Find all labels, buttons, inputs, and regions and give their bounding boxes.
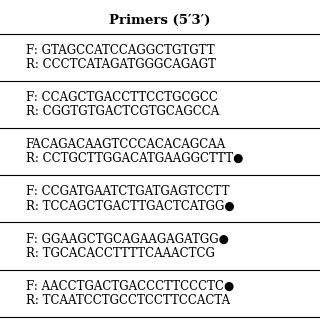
Text: F: GGAAGCTGCAGAAGAGATGG●: F: GGAAGCTGCAGAAGAGATGG● xyxy=(26,232,228,245)
Text: R: CCTGCTTGGACATGAAGGCTTT●: R: CCTGCTTGGACATGAAGGCTTT● xyxy=(26,152,243,165)
Text: R: TGCACACCTTTTCAAACTCG: R: TGCACACCTTTTCAAACTCG xyxy=(26,246,214,260)
Text: F: CCAGCTGACCTTCCTGCGCC: F: CCAGCTGACCTTCCTGCGCC xyxy=(26,91,218,104)
Text: F: GTAGCCATCCAGGCTGTGTT: F: GTAGCCATCCAGGCTGTGTT xyxy=(26,44,214,57)
Text: FACAGACAAGTCCCACACAGCAA: FACAGACAAGTCCCACACAGCAA xyxy=(26,138,226,151)
Text: F: CCGATGAATCTGATGAGTCCTT: F: CCGATGAATCTGATGAGTCCTT xyxy=(26,185,229,198)
Text: R: CCCTCATAGATGGGCAGAGT: R: CCCTCATAGATGGGCAGAGT xyxy=(26,58,216,71)
Text: R: CGGTGTGACTCGTGCAGCCA: R: CGGTGTGACTCGTGCAGCCA xyxy=(26,105,219,118)
Text: Primers (5′3′): Primers (5′3′) xyxy=(109,14,211,28)
Text: R: TCCAGCTGACTTGACTCATGG●: R: TCCAGCTGACTTGACTCATGG● xyxy=(26,199,234,212)
Text: F: AACCTGACTGACCCTTCCCTC●: F: AACCTGACTGACCCTTCCCTC● xyxy=(26,280,234,293)
Text: R: TCAATCCTGCCTCCTTCCACTA: R: TCAATCCTGCCTCCTTCCACTA xyxy=(26,294,230,307)
